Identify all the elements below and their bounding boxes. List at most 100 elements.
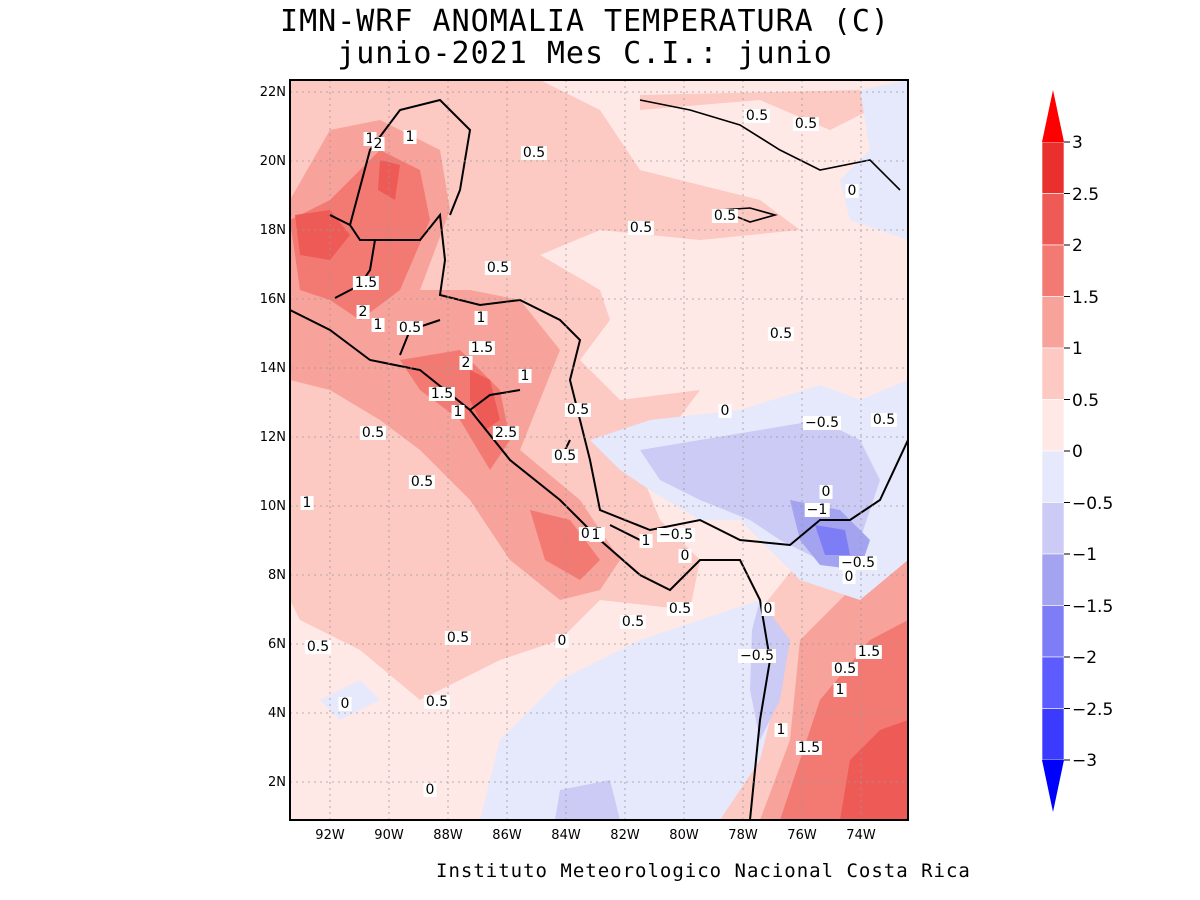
contour-label: 0: [819, 484, 833, 500]
colorbar-band: [1041, 656, 1065, 709]
contour-label: −0.5: [839, 555, 877, 571]
contour-label: 0.5: [484, 260, 512, 276]
colorbar-tick-label: −2.5: [1072, 700, 1114, 720]
contour-label: 1: [639, 533, 653, 549]
colorbar-tick-label: 2.5: [1072, 185, 1100, 205]
contour-label: 0.5: [408, 474, 436, 490]
lat-label: 20N: [259, 154, 286, 169]
band-neg-0-0-5-b: [480, 600, 780, 820]
band-neg-1-5-2: [815, 525, 850, 555]
contour-label: −0.5: [657, 527, 695, 543]
contour-label: 0.5: [619, 614, 647, 630]
lon-label: 80W: [669, 828, 699, 843]
colorbar-band: [1041, 450, 1065, 503]
colorbar-tick-label: 0.5: [1072, 391, 1100, 411]
contour-label: 0.5: [444, 630, 472, 646]
colorbar-tick-label: −3: [1072, 751, 1098, 771]
colorbar-band: [1041, 399, 1065, 452]
map-frame: [289, 79, 909, 821]
contour-label: 0.5: [520, 145, 548, 161]
contour-label: 2: [459, 355, 473, 371]
lat-label: 12N: [259, 430, 286, 445]
contour-label: 1: [451, 404, 465, 420]
contour-label: 1.5: [468, 340, 496, 356]
colorbar-band: [1041, 141, 1065, 194]
contour-label: −0.5: [738, 648, 776, 664]
contour-label: 0.5: [423, 694, 451, 710]
coastline-jamaica: [719, 207, 778, 223]
lon-label: 84W: [551, 828, 581, 843]
contour-label: 1.5: [795, 740, 823, 756]
lat-gridlines: [290, 91, 908, 783]
lon-label: 78W: [728, 828, 758, 843]
contour-label: 2: [356, 304, 370, 320]
colorbar-tick-label: 1: [1072, 339, 1083, 359]
coastline-caribbean: [329, 212, 908, 547]
contour-label: 1: [833, 682, 847, 698]
contour-label: 0.5: [551, 448, 579, 464]
contour-label: −0.5: [803, 415, 841, 431]
colorbar-tick-label: 3: [1072, 133, 1083, 153]
contour-label: 0: [845, 183, 859, 199]
colorbar-band: [1041, 347, 1065, 400]
lat-label: 2N: [268, 775, 286, 790]
contour-label: 0.5: [711, 208, 739, 224]
contour-label: 0: [338, 696, 352, 712]
band-neg-0-5-1-b: [750, 600, 790, 740]
band-2-2-5-c: [378, 160, 400, 200]
lat-label: 16N: [259, 292, 286, 307]
contour-label: 0.5: [767, 326, 795, 342]
anomaly-field: [290, 80, 908, 820]
contour-label: 0.5: [627, 220, 655, 236]
credit-text: Instituto Meteorologico Nacional Costa R…: [436, 860, 971, 882]
contour-label: 0.5: [831, 661, 859, 677]
contour-label: 1: [774, 722, 788, 738]
contour-label: 1: [589, 527, 603, 543]
contour-label: 1: [518, 368, 532, 384]
colorbar-band: [1041, 502, 1065, 555]
colorbar-over-arrow: [1042, 90, 1064, 142]
contour-label: 2: [371, 136, 385, 152]
colorbar-band: [1041, 605, 1065, 658]
band-2-2-5-b: [470, 370, 500, 430]
lat-label: 14N: [259, 361, 286, 376]
contour-label: 1.5: [352, 275, 380, 291]
coastline-yucatan: [349, 98, 472, 226]
colorbar-tick-label: 1.5: [1072, 288, 1100, 308]
colorbar-tick-label: −1: [1072, 545, 1098, 565]
colorbar-band: [1041, 708, 1065, 761]
band-neg-0-5-1-c: [555, 780, 620, 820]
colorbar-tick-label: −1.5: [1072, 597, 1114, 617]
lat-label: 10N: [259, 499, 286, 514]
contour-label: 0: [555, 633, 569, 649]
coastline-cuba: [639, 99, 901, 191]
colorbar-tick-label: −2: [1072, 648, 1098, 668]
lon-label: 90W: [374, 828, 404, 843]
colorbar-band: [1041, 296, 1065, 349]
contour-label: 1: [403, 129, 417, 145]
lat-label: 18N: [259, 223, 286, 238]
contour-label: 0.5: [666, 601, 694, 617]
lat-label: 22N: [259, 85, 286, 100]
contour-label: 0.5: [743, 108, 771, 124]
colorbar-tick-label: 2: [1072, 236, 1083, 256]
band-1-5-2-c: [530, 510, 600, 580]
lon-label: 76W: [787, 828, 817, 843]
colorbar-tick-label: 0: [1072, 442, 1083, 462]
contour-label: 0.5: [870, 412, 898, 428]
lon-label: 92W: [315, 828, 345, 843]
lat-label: 4N: [268, 706, 286, 721]
contour-label: −1: [804, 502, 830, 518]
contour-label: 0: [718, 403, 732, 419]
colorbar-band: [1041, 553, 1065, 606]
contour-label: 0.5: [359, 425, 387, 441]
contour-label: 2.5: [492, 425, 520, 441]
colorbar-band: [1041, 244, 1065, 297]
colorbar-under-arrow: [1042, 760, 1064, 812]
coastline: [290, 309, 772, 820]
lat-label: 8N: [268, 568, 286, 583]
map-title-line1: IMN-WRF ANOMALIA TEMPERATURA (C): [280, 4, 890, 39]
contour-label: 0.5: [304, 639, 332, 655]
lon-label: 74W: [846, 828, 876, 843]
